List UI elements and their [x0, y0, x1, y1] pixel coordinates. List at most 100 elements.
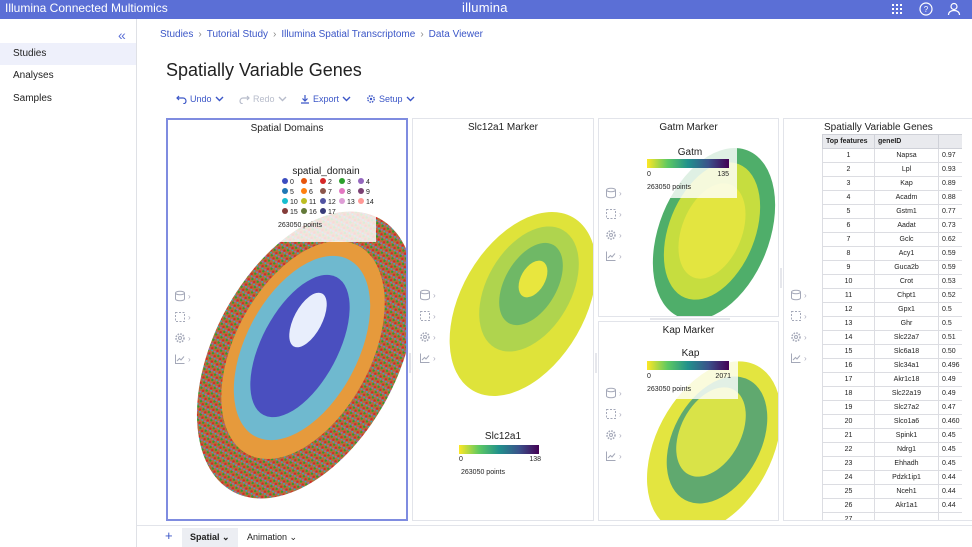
- table-row[interactable]: 8 Acy1 0.59: [822, 246, 962, 261]
- breadcrumb-study[interactable]: Illumina Spatial Transcriptome: [281, 29, 416, 40]
- legend-item[interactable]: 17: [320, 208, 336, 216]
- chart-tool-button[interactable]: ›: [603, 448, 625, 469]
- column-header-score[interactable]: [938, 134, 962, 149]
- table-row[interactable]: 22 Ndrg1 0.45: [822, 442, 962, 457]
- chart-tool-button[interactable]: ›: [603, 248, 625, 269]
- export-button[interactable]: Export: [300, 94, 351, 104]
- legend-item[interactable]: 2: [320, 178, 332, 186]
- table-row[interactable]: 17 Akr1c18 0.49: [822, 372, 962, 387]
- settings-tool-button[interactable]: ›: [417, 329, 439, 350]
- legend-item[interactable]: 0: [282, 178, 294, 186]
- redo-button[interactable]: Redo: [239, 94, 287, 104]
- select-tool-button[interactable]: ›: [172, 309, 194, 330]
- data-tool-button[interactable]: ›: [603, 185, 625, 206]
- table-row[interactable]: 14 Slc22a7 0.51: [822, 330, 962, 345]
- legend-item[interactable]: 7: [320, 188, 332, 196]
- table-row[interactable]: 21 Spink1 0.45: [822, 428, 962, 443]
- legend-item[interactable]: 8: [339, 188, 351, 196]
- settings-tool-button[interactable]: ›: [603, 427, 625, 448]
- legend-item[interactable]: 13: [339, 198, 355, 206]
- spatial-domains-plot[interactable]: [168, 120, 406, 519]
- data-tool-button[interactable]: ›: [788, 287, 810, 308]
- legend-item[interactable]: 1: [301, 178, 313, 186]
- kap-plot[interactable]: [599, 322, 778, 520]
- table-row[interactable]: 24 Pdzk1ip1 0.44: [822, 470, 962, 485]
- breadcrumb-studies[interactable]: Studies: [160, 29, 194, 40]
- table-row[interactable]: 7 Gclc 0.62: [822, 232, 962, 247]
- legend-item[interactable]: 14: [358, 198, 374, 206]
- database-icon: [606, 387, 616, 399]
- collapse-sidebar-icon[interactable]: «: [118, 27, 126, 43]
- panel-resize-handle[interactable]: [595, 353, 597, 373]
- legend-label: 10: [290, 199, 298, 206]
- panel-resize-handle[interactable]: [409, 353, 411, 373]
- select-tool-button[interactable]: ›: [417, 308, 439, 329]
- table-row[interactable]: 19 Slc27a2 0.47: [822, 400, 962, 415]
- chart-tool-button[interactable]: ›: [172, 351, 194, 372]
- chart-tool-button[interactable]: ›: [788, 350, 810, 371]
- legend-item[interactable]: 11: [301, 198, 316, 206]
- legend-item[interactable]: 16: [301, 208, 317, 216]
- panel-resize-handle[interactable]: [780, 268, 782, 288]
- sidebar-item-samples[interactable]: Samples: [13, 93, 52, 104]
- table-row[interactable]: 10 Crot 0.53: [822, 274, 962, 289]
- data-tool-button[interactable]: ›: [417, 287, 439, 308]
- kap-marker-panel[interactable]: Kap Marker Kap 0 2071 263050 points › › …: [598, 321, 779, 521]
- legend-item[interactable]: 12: [320, 198, 336, 206]
- table-row[interactable]: 11 Chpt1 0.52: [822, 288, 962, 303]
- sidebar-item-studies[interactable]: Studies: [0, 43, 136, 65]
- grid-icon[interactable]: [889, 1, 905, 17]
- add-tab-icon[interactable]: +: [165, 528, 173, 543]
- chart-tool-button[interactable]: ›: [417, 350, 439, 371]
- table-row[interactable]: 20 Slco1a6 0.460: [822, 414, 962, 429]
- setup-button[interactable]: Setup: [366, 94, 415, 104]
- table-row[interactable]: 23 Ehhadh 0.45: [822, 456, 962, 471]
- table-row[interactable]: 15 Slc6a18 0.50: [822, 344, 962, 359]
- table-row[interactable]: 26 Akr1a1 0.44: [822, 498, 962, 513]
- table-row[interactable]: 2 Lpl 0.93: [822, 162, 962, 177]
- column-header-top-features[interactable]: Top features: [822, 134, 875, 149]
- table-row[interactable]: 1 Napsa 0.97: [822, 148, 962, 163]
- slc12a1-marker-panel[interactable]: Slc12a1 Marker › › › › Slc12a1 0 138 263…: [412, 118, 594, 521]
- table-row[interactable]: 6 Aadat 0.73: [822, 218, 962, 233]
- breadcrumb-data-viewer[interactable]: Data Viewer: [428, 29, 483, 40]
- slc12a1-plot[interactable]: [413, 119, 593, 519]
- undo-button[interactable]: Undo: [176, 94, 224, 104]
- table-row[interactable]: 18 Slc22a19 0.49: [822, 386, 962, 401]
- legend-item[interactable]: 4: [358, 178, 370, 186]
- panel-resize-handle[interactable]: [650, 318, 730, 320]
- help-icon[interactable]: ?: [918, 1, 934, 17]
- select-tool-button[interactable]: ›: [788, 308, 810, 329]
- settings-tool-button[interactable]: ›: [603, 227, 625, 248]
- tab-spatial[interactable]: Spatial ⌄: [182, 528, 238, 547]
- legend-item[interactable]: 5: [282, 188, 294, 196]
- table-row[interactable]: 27: [822, 512, 962, 520]
- table-row[interactable]: 16 Slc34a1 0.496: [822, 358, 962, 373]
- legend-item[interactable]: 3: [339, 178, 351, 186]
- genes-table-container[interactable]: Top features geneID 1 Napsa 0.97 2 Lpl 0.93 3 K…: [822, 134, 962, 520]
- column-header-geneid[interactable]: geneID: [874, 134, 939, 149]
- gatm-marker-panel[interactable]: Gatm Marker Gatm 0 135 263050 points › ›…: [598, 118, 779, 317]
- legend-item[interactable]: 15: [282, 208, 298, 216]
- table-row[interactable]: 4 Acadm 0.88: [822, 190, 962, 205]
- tab-animation[interactable]: Animation ⌄: [239, 528, 305, 547]
- table-row[interactable]: 3 Kap 0.89: [822, 176, 962, 191]
- sidebar-item-analyses[interactable]: Analyses: [13, 70, 54, 81]
- legend-item[interactable]: 6: [301, 188, 313, 196]
- legend-item[interactable]: 10: [282, 198, 298, 206]
- legend-item[interactable]: 9: [358, 188, 370, 196]
- breadcrumb-tutorial-study[interactable]: Tutorial Study: [206, 29, 269, 40]
- select-tool-button[interactable]: ›: [603, 206, 625, 227]
- table-row[interactable]: 9 Guca2b 0.59: [822, 260, 962, 275]
- data-tool-button[interactable]: ›: [172, 288, 194, 309]
- settings-tool-button[interactable]: ›: [172, 330, 194, 351]
- table-row[interactable]: 13 Ghr 0.5: [822, 316, 962, 331]
- table-row[interactable]: 25 Nceh1 0.44: [822, 484, 962, 499]
- settings-tool-button[interactable]: ›: [788, 329, 810, 350]
- table-row[interactable]: 12 Gpx1 0.5: [822, 302, 962, 317]
- user-icon[interactable]: [946, 1, 962, 17]
- table-row[interactable]: 5 Gstm1 0.77: [822, 204, 962, 219]
- data-tool-button[interactable]: ›: [603, 385, 625, 406]
- select-tool-button[interactable]: ›: [603, 406, 625, 427]
